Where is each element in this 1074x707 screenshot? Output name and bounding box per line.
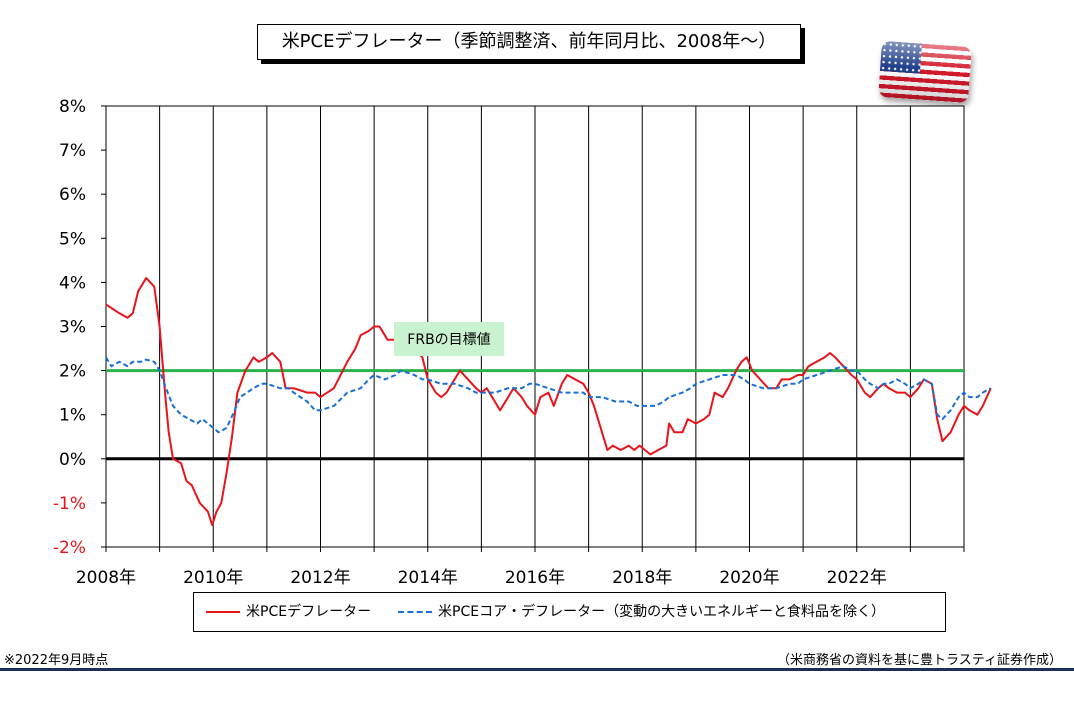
x-axis-ticks: 2008年 2010年 2012年 2014年 2016年 2018年 2020年 2022年 [76, 547, 965, 588]
y-tick-label: 7% [59, 141, 86, 161]
legend-item-headline: 米PCEデフレーター [206, 593, 371, 631]
date-note: ※2022年9月時点 [4, 653, 109, 668]
grid [159, 106, 911, 547]
x-tick-label: 2016年 [505, 568, 565, 588]
y-tick-label: 8% [59, 97, 86, 117]
y-tick-label: 3% [59, 318, 86, 338]
chart-title: 米PCEデフレーター（季節調整済、前年同月比、2008年～） [257, 24, 801, 60]
legend-label-core: 米PCEコア・デフレーター（変動の大きいエネルギーと食料品を除く） [438, 604, 886, 620]
legend-item-core: 米PCEコア・デフレーター（変動の大きいエネルギーと食料品を除く） [398, 593, 885, 631]
y-tick-label: 5% [59, 229, 86, 249]
legend: 米PCEデフレーター 米PCEコア・デフレーター（変動の大きいエネルギーと食料品… [193, 592, 946, 632]
x-tick-label: 2018年 [612, 568, 672, 588]
x-tick-label: 2022年 [827, 568, 887, 588]
y-tick-label: 1% [59, 406, 86, 426]
y-tick-label: 4% [59, 273, 86, 293]
y-tick-label: 0% [59, 450, 86, 470]
series-line-core [105, 356, 992, 434]
target-annotation-box [394, 322, 504, 356]
y-tick-label: 6% [59, 185, 86, 205]
target-annotation-label: FRBの目標値 [407, 332, 490, 348]
legend-label-headline: 米PCEデフレーター [246, 604, 372, 620]
x-tick-label: 2012年 [290, 568, 350, 588]
bottom-divider [0, 668, 1074, 671]
y-tick-label: -2% [53, 538, 86, 558]
x-tick-label: 2020年 [719, 568, 779, 588]
annotation-group: FRBの目標値 [394, 322, 504, 356]
reference-lines [106, 369, 964, 461]
legend-swatch-headline [206, 611, 240, 613]
x-tick-label: 2008年 [76, 568, 136, 588]
y-tick-label: 2% [59, 362, 86, 382]
series-lines [105, 277, 992, 526]
legend-swatch-core [398, 611, 432, 613]
y-tick-label: -1% [53, 494, 86, 514]
y-axis-ticks: -2% -1% 0% 1% 2% 3% 4% 5% 6% 7% 8% [53, 97, 106, 558]
x-tick-label: 2014年 [398, 568, 458, 588]
x-tick-label: 2010年 [183, 568, 243, 588]
source-note: （米商務省の資料を基に豊トラスティ証券作成） [777, 653, 1062, 668]
